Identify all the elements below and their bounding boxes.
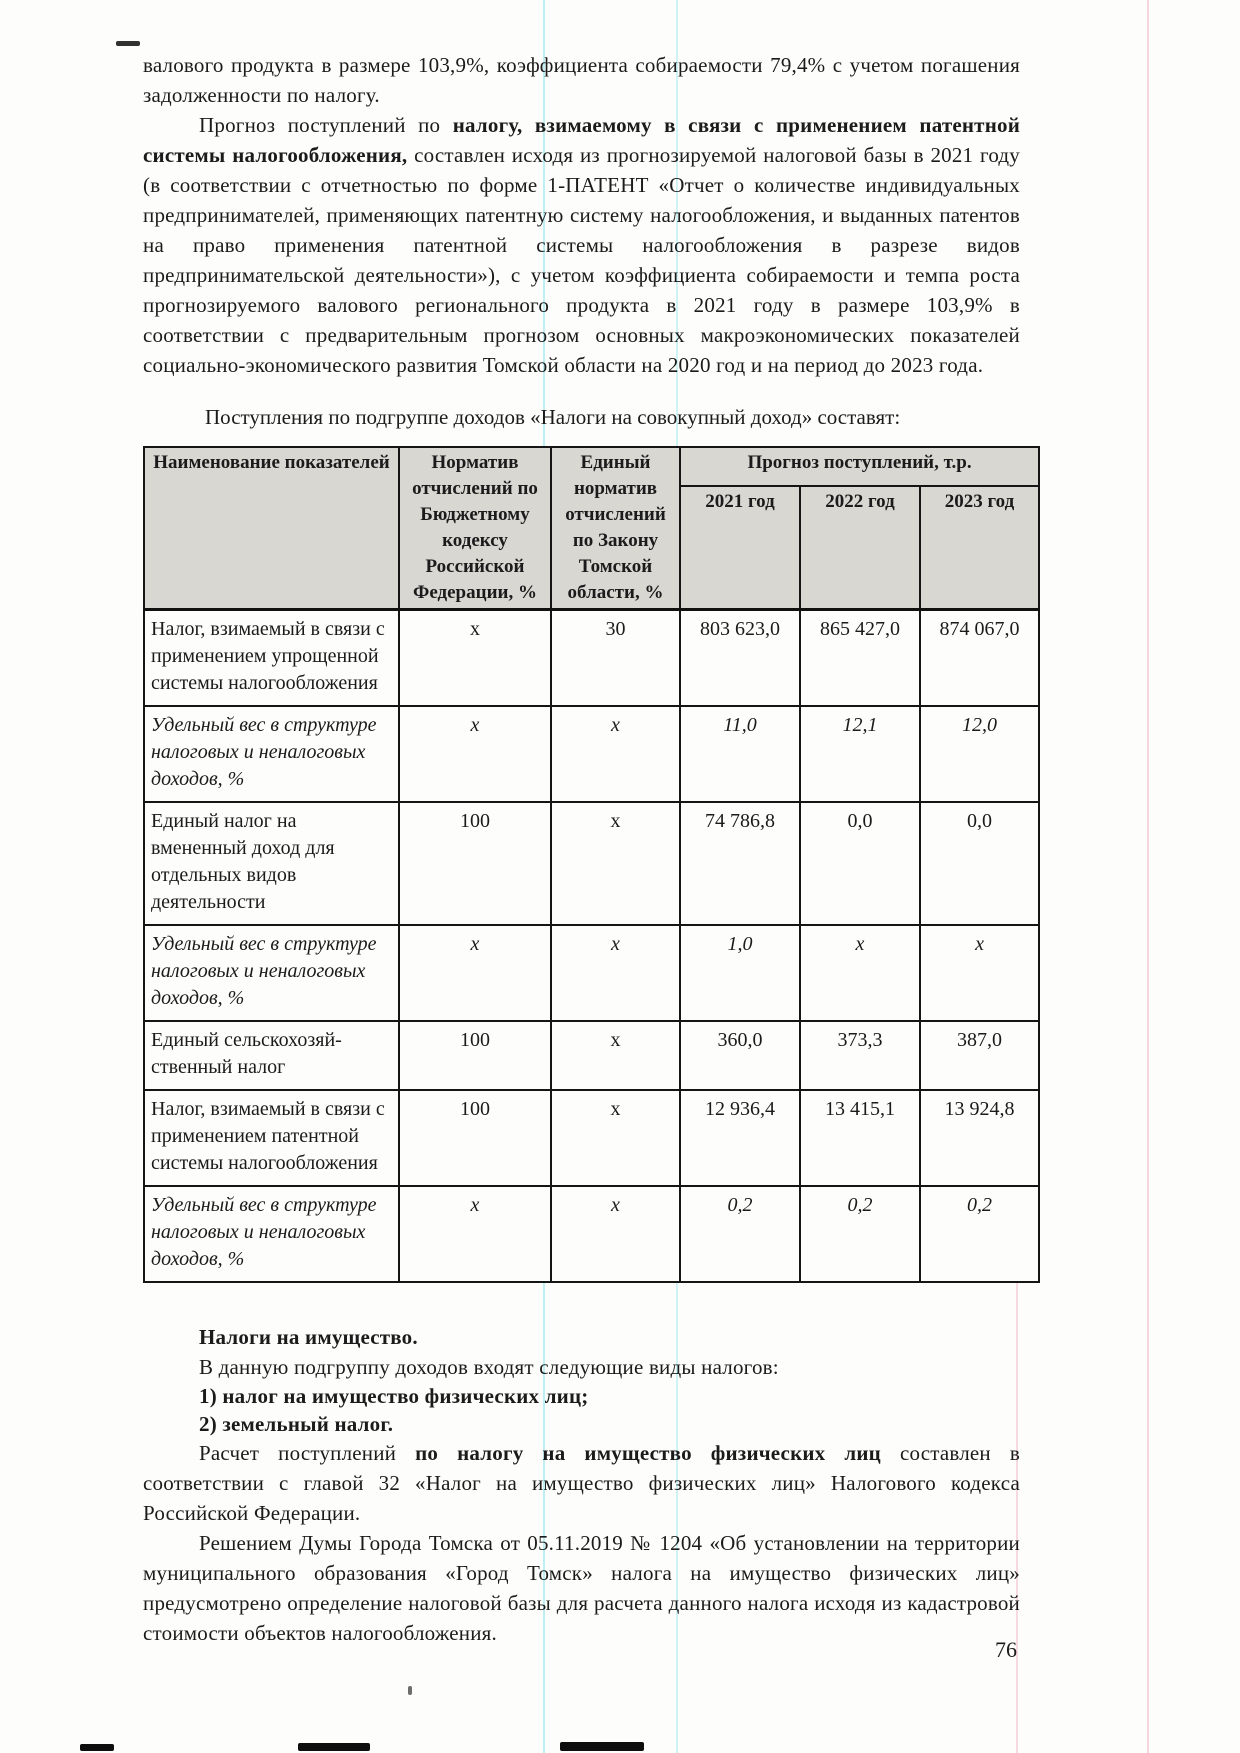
table-header-years-row: 2021 год 2022 год 2023 год	[144, 484, 1041, 611]
value-cell: х	[398, 608, 552, 707]
value-cell: 74 786,8	[679, 801, 801, 926]
scan-noise	[80, 1744, 114, 1751]
value-cell: 12 936,4	[679, 1089, 801, 1187]
indicator-name-cell: Налог, взимаемый в связи с применением у…	[143, 608, 400, 707]
scan-noise	[408, 1686, 412, 1695]
header-budget-code-norm: Норматив отчислений по Бюджетному кодекс…	[398, 446, 552, 611]
text-run: составлен исходя из прогнозируемой налог…	[143, 143, 1020, 377]
value-cell: х	[550, 1020, 681, 1091]
page-body: валового продукта в размере 103,9%, коэф…	[143, 50, 1041, 1648]
value-cell: 865 427,0	[799, 608, 921, 707]
indicator-name-cell: Единый сельскохозяй-ственный налог	[143, 1020, 400, 1091]
income-forecast-table: Наименование показателей Норматив отчисл…	[143, 446, 1041, 1283]
scan-artifact-line	[1147, 0, 1149, 1753]
value-cell: 12,0	[918, 705, 1041, 803]
page-number: 76	[995, 1637, 1017, 1662]
paragraph-property-tax-calc: Расчет поступлений по налогу на имуществ…	[143, 1438, 1020, 1528]
value-cell: 11,0	[679, 705, 801, 803]
property-intro-line: В данную подгруппу доходов входят следую…	[199, 1355, 779, 1379]
indicator-name-cell: Налог, взимаемый в связи с применением п…	[143, 1089, 400, 1187]
table-row: Единый сельскохозяй-ственный налог 100 х…	[143, 1020, 1041, 1091]
value-cell: 0,2	[799, 1185, 921, 1283]
value-cell: х	[918, 924, 1041, 1022]
value-cell: х	[799, 924, 921, 1022]
header-year-2021: 2021 год	[679, 484, 801, 611]
header-year-2023: 2023 год	[918, 484, 1041, 611]
table-row: Налог, взимаемый в связи с применением у…	[143, 608, 1041, 707]
value-cell: 100	[398, 1020, 552, 1091]
header-forecast-span: Прогноз поступлений, т.р.	[678, 446, 1041, 487]
value-cell: 13 924,8	[918, 1089, 1041, 1187]
table-row: Удельный вес в структуре налоговых и нен…	[143, 924, 1041, 1022]
paragraph-continuation: валового продукта в размере 103,9%, коэф…	[143, 53, 1020, 107]
value-cell: 0,2	[679, 1185, 801, 1283]
header-indicator-name: Наименование показателей	[143, 446, 400, 611]
value-cell: 30	[550, 608, 681, 707]
value-cell: 13 415,1	[799, 1089, 921, 1187]
indicator-name-cell: Удельный вес в структуре налоговых и нен…	[143, 1185, 400, 1283]
table-header-row: Наименование показателей Норматив отчисл…	[143, 446, 1041, 611]
scan-noise	[560, 1742, 644, 1751]
table-row: Удельный вес в структуре налоговых и нен…	[143, 705, 1041, 803]
text-run: составлен в соответствии с главой 32 «На…	[143, 1441, 1020, 1525]
value-cell: 387,0	[918, 1020, 1041, 1091]
indicator-name-cell: Удельный вес в структуре налоговых и нен…	[143, 705, 400, 803]
scan-noise	[116, 41, 140, 46]
table-row: Удельный вес в структуре налоговых и нен…	[143, 1185, 1041, 1283]
value-cell: 0,2	[918, 1185, 1041, 1283]
table-intro-line: Поступления по подгруппе доходов «Налоги…	[205, 405, 901, 429]
table-row: Единый налог на вмененный доход для отде…	[143, 801, 1041, 926]
list-item-1: 1) налог на имущество физических лиц;	[199, 1384, 589, 1408]
value-cell: х	[398, 1185, 552, 1283]
value-cell: 100	[398, 801, 552, 926]
indicator-name-cell: Удельный вес в структуре налоговых и нен…	[143, 924, 400, 1022]
text-run-bold: по налогу на имущество физических лиц	[415, 1441, 881, 1465]
value-cell: х	[550, 924, 681, 1022]
value-cell: 0,0	[918, 801, 1041, 926]
value-cell: х	[550, 1089, 681, 1187]
value-cell: х	[550, 705, 681, 803]
text-run: Прогноз поступлений по	[199, 113, 453, 137]
value-cell: х	[550, 1185, 681, 1283]
value-cell: х	[398, 705, 552, 803]
value-cell: 0,0	[799, 801, 921, 926]
section-heading-property-taxes: Налоги на имущество.	[199, 1325, 418, 1349]
list-item-2: 2) земельный налог.	[199, 1412, 394, 1436]
text-run: Расчет поступлений	[199, 1441, 416, 1465]
paragraph-patent-forecast: Прогноз поступлений по налогу, взимаемом…	[143, 110, 1020, 380]
header-tomsk-law-norm: Единый норматив отчислений по Закону Том…	[550, 446, 681, 611]
value-cell: х	[550, 801, 681, 926]
text-run-bold: налогу, взимаемому в связи с применением…	[143, 113, 1021, 167]
value-cell: 373,3	[799, 1020, 921, 1091]
indicator-name-cell: Единый налог на вмененный доход для отде…	[143, 801, 400, 926]
header-year-2022: 2022 год	[799, 484, 921, 611]
value-cell: 1,0	[679, 924, 801, 1022]
scan-noise	[298, 1743, 370, 1751]
value-cell: 12,1	[799, 705, 921, 803]
value-cell: 360,0	[679, 1020, 801, 1091]
value-cell: 803 623,0	[679, 608, 801, 707]
value-cell: 100	[398, 1089, 552, 1187]
table-row: Налог, взимаемый в связи с применением п…	[143, 1089, 1041, 1187]
value-cell: х	[398, 924, 552, 1022]
value-cell: 874 067,0	[918, 608, 1041, 707]
paragraph-duma-decision: Решением Думы Города Томска от 05.11.201…	[143, 1531, 1020, 1645]
